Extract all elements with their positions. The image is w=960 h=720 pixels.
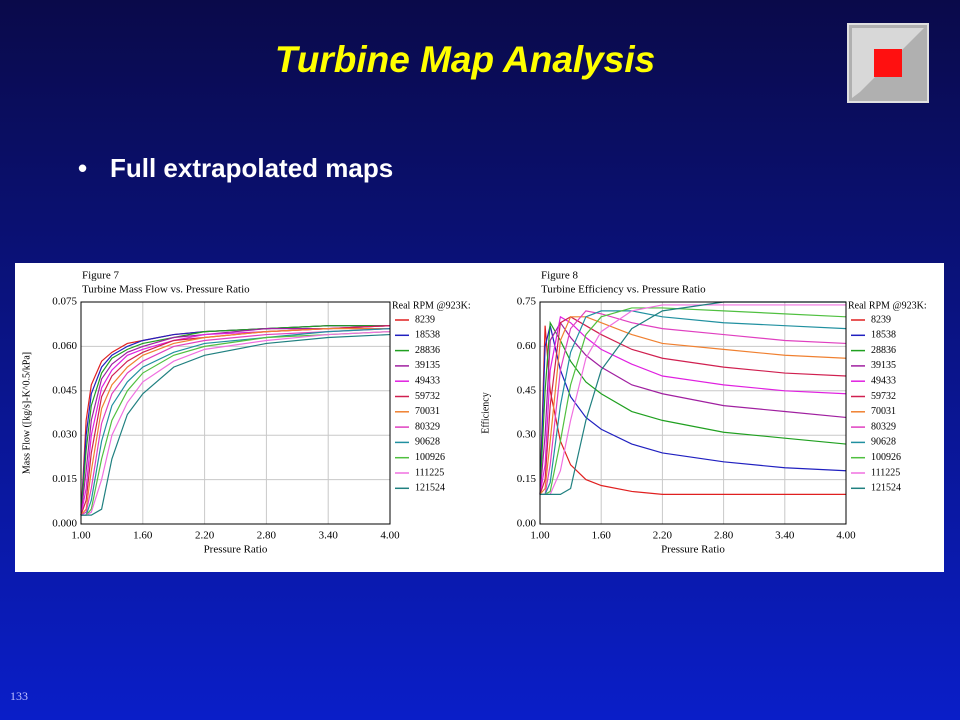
legend-label: 100926: [871, 452, 901, 463]
legend-label: 18538: [871, 330, 896, 341]
legend-label: 39135: [871, 360, 896, 371]
y-tick-label: 0.60: [517, 340, 537, 352]
x-tick-label: 1.60: [133, 530, 153, 542]
y-tick-label: 0.30: [517, 429, 537, 441]
x-tick-label: 1.60: [592, 530, 612, 542]
figure-title: Figure 7: [82, 270, 119, 282]
series-line: [81, 331, 391, 516]
legend-label: 8239: [871, 314, 891, 325]
logo-icon: [847, 23, 929, 103]
x-tick-label: 2.80: [714, 530, 734, 542]
series-line: [539, 315, 847, 495]
x-axis-label: Pressure Ratio: [661, 544, 725, 556]
legend-label: 49433: [871, 375, 896, 386]
y-tick-label: 0.15: [517, 473, 537, 485]
series-line: [81, 331, 391, 516]
series-line: [81, 333, 391, 516]
y-tick-label: 0.000: [52, 518, 77, 530]
x-tick-label: 2.20: [195, 530, 215, 542]
legend-label: 39135: [415, 360, 440, 371]
legend-label: 121524: [871, 483, 901, 494]
legend-label: 59732: [415, 391, 440, 402]
x-tick-label: 4.00: [836, 530, 856, 542]
x-tick-label: 3.40: [775, 530, 795, 542]
legend-label: 80329: [871, 421, 896, 432]
y-tick-label: 0.060: [52, 340, 77, 352]
y-tick-label: 0.075: [52, 296, 77, 308]
series-line: [80, 325, 391, 516]
legend-label: 28836: [415, 345, 440, 356]
y-axis-label: Mass Flow ([kg/s]-K^0.5/kPa]: [21, 352, 32, 474]
series-line: [540, 310, 847, 495]
legend-label: 28836: [871, 345, 896, 356]
bullet-mark: •: [78, 153, 87, 183]
legend-label: 90628: [415, 437, 440, 448]
legend-label: 80329: [415, 421, 440, 432]
y-tick-label: 0.045: [52, 384, 77, 396]
y-axis-label: Efficiency: [480, 392, 491, 433]
legend-title: Real RPM @923K:: [848, 300, 927, 311]
legend-label: 18538: [415, 330, 440, 341]
legend-label: 111225: [415, 467, 444, 478]
series-line: [539, 320, 847, 495]
x-axis-label: Pressure Ratio: [204, 544, 268, 556]
y-tick-label: 0.015: [52, 473, 77, 485]
slide-title: Turbine Map Analysis: [275, 39, 655, 80]
x-tick-label: 4.00: [380, 530, 400, 542]
legend-label: 70031: [871, 406, 896, 417]
series-line: [540, 310, 847, 495]
legend-label: 49433: [415, 375, 440, 386]
bullet-text: Full extrapolated maps: [110, 153, 393, 183]
y-tick-label: 0.00: [517, 518, 537, 530]
plot-frame: [80, 301, 391, 525]
x-tick-label: 1.00: [530, 530, 550, 542]
plot-frame: [539, 301, 847, 525]
y-tick-label: 0.030: [52, 429, 77, 441]
legend-label: 70031: [415, 406, 440, 417]
series-line: [539, 321, 847, 495]
series-line: [539, 316, 847, 495]
legend-label: 90628: [871, 437, 896, 448]
legend-title: Real RPM @923K:: [392, 300, 471, 311]
figure-title: Figure 8: [541, 270, 578, 282]
series-line: [80, 328, 390, 516]
y-tick-label: 0.45: [517, 384, 537, 396]
legend-label: 8239: [415, 314, 435, 325]
legend-label: 121524: [415, 483, 445, 494]
x-tick-label: 2.20: [653, 530, 673, 542]
page-number: 133: [10, 689, 28, 703]
legend-label: 59732: [871, 391, 896, 402]
plot-area: [80, 301, 391, 525]
x-tick-label: 1.00: [71, 530, 91, 542]
series-line: [540, 307, 847, 495]
chart-subtitle: Turbine Mass Flow vs. Pressure Ratio: [82, 284, 250, 296]
legend-label: 100926: [415, 452, 445, 463]
series-line: [539, 316, 847, 495]
legend-label: 111225: [871, 467, 900, 478]
x-tick-label: 2.80: [257, 530, 277, 542]
y-tick-label: 0.75: [517, 296, 537, 308]
series-line: [80, 328, 391, 516]
x-tick-label: 3.40: [319, 530, 339, 542]
chart-subtitle: Turbine Efficiency vs. Pressure Ratio: [541, 284, 706, 296]
